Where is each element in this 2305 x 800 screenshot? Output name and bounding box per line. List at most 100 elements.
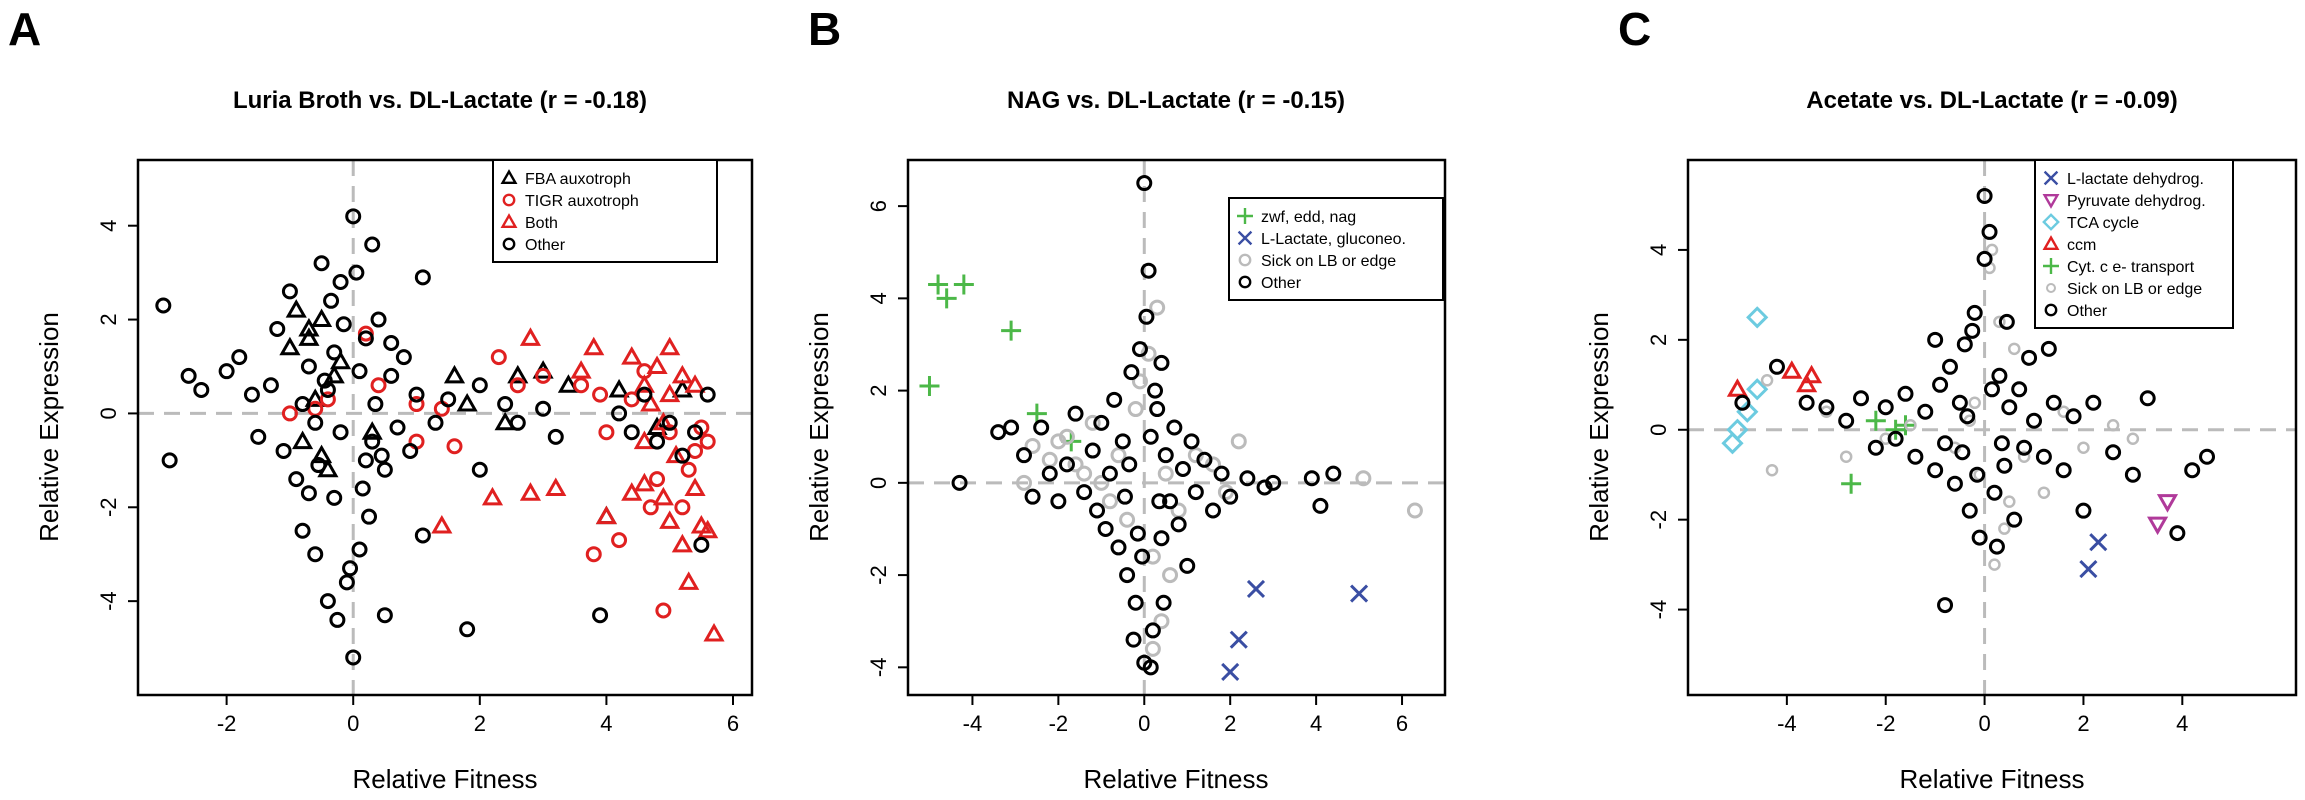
data-point [408, 386, 425, 403]
data-point [1142, 659, 1159, 676]
data-point [402, 442, 419, 459]
legend-label: Cyt. c e- transport [2067, 259, 2195, 276]
data-point [1988, 538, 2005, 555]
legend-marker [1238, 275, 1252, 289]
data-point [1015, 447, 1032, 464]
data-point [633, 374, 655, 393]
data-point [919, 375, 940, 396]
data-point [1144, 640, 1161, 657]
data-point [1144, 548, 1161, 565]
legend-marker [1237, 230, 1253, 246]
data-point [1998, 522, 2011, 535]
data-point [1131, 373, 1148, 390]
data-point [310, 308, 333, 328]
data-point [2079, 560, 2098, 579]
data-point [671, 378, 693, 398]
data-point [427, 414, 444, 431]
data-point [443, 364, 466, 384]
data-point [1946, 475, 1963, 492]
y-tick-label: 2 [1646, 334, 1671, 346]
data-point [1147, 382, 1164, 399]
data-point [2017, 450, 2031, 463]
data-point [1937, 597, 1954, 614]
data-point [1312, 497, 1329, 514]
data-point [928, 274, 949, 295]
data-point [592, 607, 609, 624]
data-point [2124, 466, 2141, 483]
legend-marker-shape [502, 237, 516, 251]
data-point [316, 372, 333, 389]
data-point [161, 452, 178, 469]
legend-marker-shape [1237, 207, 1254, 224]
data-point [2006, 511, 2023, 528]
data-point [1355, 470, 1372, 487]
legend-label: Other [2067, 303, 2108, 320]
data-point [633, 430, 655, 450]
data-point [279, 336, 301, 356]
data-points [1721, 187, 2216, 614]
data-point [1981, 223, 1998, 240]
chart-title: Acetate vs. DL-Lactate (r = -0.09) [1806, 87, 2177, 114]
data-point [1170, 516, 1187, 533]
data-point [1303, 470, 1320, 487]
data-point [2169, 525, 2186, 542]
legend-box [2034, 159, 2234, 329]
data-point [1205, 502, 1222, 519]
legend-marker [1237, 207, 1254, 224]
data-point [642, 499, 659, 516]
data-point [376, 461, 393, 478]
data-point [357, 325, 374, 342]
x-tick-label: 4 [2176, 711, 2188, 736]
data-point [357, 330, 374, 347]
data-point [361, 508, 378, 525]
data-point [1026, 403, 1047, 424]
x-tick-label: 6 [1396, 711, 1408, 736]
legend: FBA auxotroph TIGR auxotroph Both Other [492, 159, 718, 263]
data-point [440, 391, 457, 408]
data-point [471, 461, 488, 478]
y-tick-label: 4 [96, 220, 121, 232]
data-point [1138, 308, 1155, 325]
data-point [659, 336, 681, 356]
data-point [1941, 358, 1958, 375]
data-point [659, 510, 681, 529]
data-point [1406, 502, 1423, 519]
data-point [1089, 502, 1106, 519]
data-point [1867, 439, 1884, 456]
data-point [307, 546, 324, 563]
data-point [570, 360, 592, 379]
data-point [1116, 488, 1133, 505]
data-point [1325, 465, 1342, 482]
y-tick-label: -4 [96, 591, 121, 611]
data-point [275, 442, 292, 459]
data-point [456, 393, 478, 412]
legend-label: TIGR auxotroph [525, 193, 639, 210]
data-points [919, 175, 1423, 682]
data-point [1998, 313, 2015, 330]
data-point [323, 292, 340, 309]
data-point [1125, 631, 1142, 648]
data-point [1067, 405, 1084, 422]
y-axis-label: Relative Expression [1584, 312, 1614, 542]
data-points [155, 208, 725, 666]
y-tick-label: -4 [866, 658, 891, 678]
data-point [1760, 374, 1774, 387]
data-point [291, 430, 314, 450]
data-point [1877, 399, 1894, 416]
data-point [990, 424, 1007, 441]
legend-marker [500, 169, 518, 184]
data-point [585, 546, 602, 563]
data-point [1951, 394, 1968, 411]
data-point [1246, 579, 1266, 598]
data-point [2001, 399, 2018, 416]
x-tick-label: 0 [1138, 711, 1150, 736]
data-point [269, 320, 286, 337]
data-point [2055, 462, 2072, 479]
data-point [2007, 342, 2021, 356]
legend-marker [502, 193, 516, 207]
data-point [1136, 175, 1153, 192]
legend-label: zwf, edd, nag [1261, 209, 1356, 226]
data-point [1838, 412, 1855, 429]
data-point [1142, 428, 1159, 445]
data-point [1131, 341, 1148, 358]
